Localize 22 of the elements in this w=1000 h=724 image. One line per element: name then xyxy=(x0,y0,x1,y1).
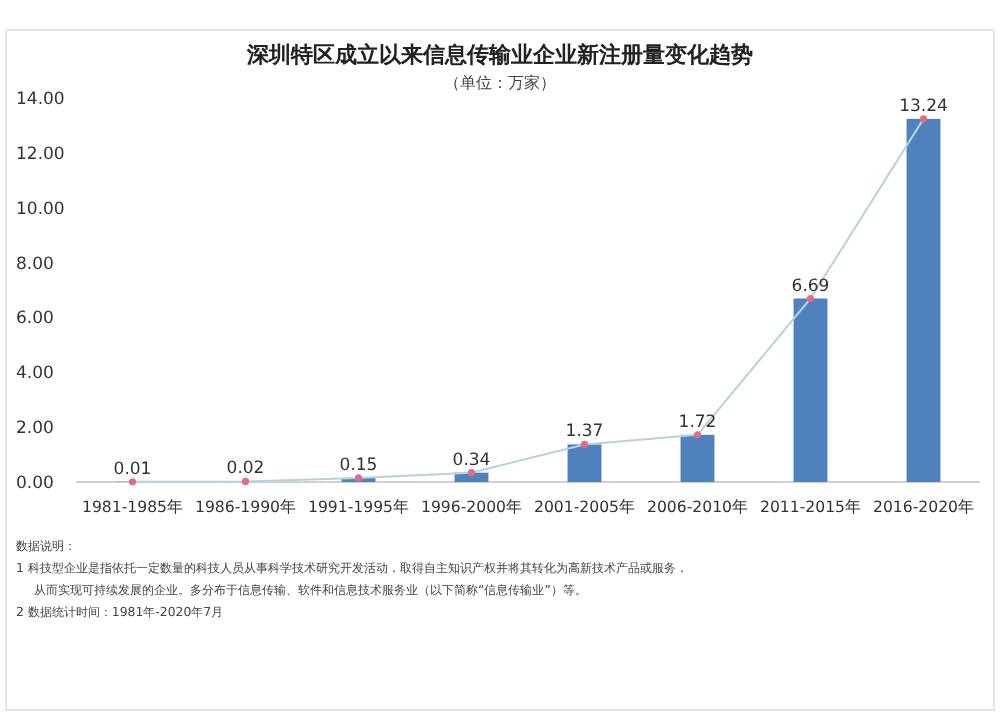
y-tick-label: 10.00 xyxy=(16,199,65,220)
bar xyxy=(680,434,715,482)
y-tick-label: 4.00 xyxy=(16,364,54,385)
data-label: 0.01 xyxy=(113,459,152,480)
data-label: 0.15 xyxy=(339,455,378,476)
bar xyxy=(906,118,941,482)
data-label: 13.24 xyxy=(899,96,948,117)
bar xyxy=(567,444,602,482)
y-tick-label: 2.00 xyxy=(16,419,54,440)
data-label: 1.37 xyxy=(565,422,604,443)
chart-subtitle: （单位：万家） xyxy=(444,74,556,92)
y-tick-label: 12.00 xyxy=(16,144,65,165)
data-label: 1.72 xyxy=(678,412,717,433)
bar xyxy=(793,298,828,482)
y-tick-label: 8.00 xyxy=(16,254,54,275)
data-label: 0.02 xyxy=(226,459,265,480)
y-tick-label: 6.00 xyxy=(16,309,54,330)
data-label: 6.69 xyxy=(791,276,830,297)
chart-title: 深圳特区成立以来信息传输业企业新注册量变化趋势 xyxy=(245,42,753,68)
y-tick-label: 0.00 xyxy=(16,474,54,494)
y-tick-label: 14.00 xyxy=(16,90,65,110)
data-label: 0.34 xyxy=(452,450,491,471)
